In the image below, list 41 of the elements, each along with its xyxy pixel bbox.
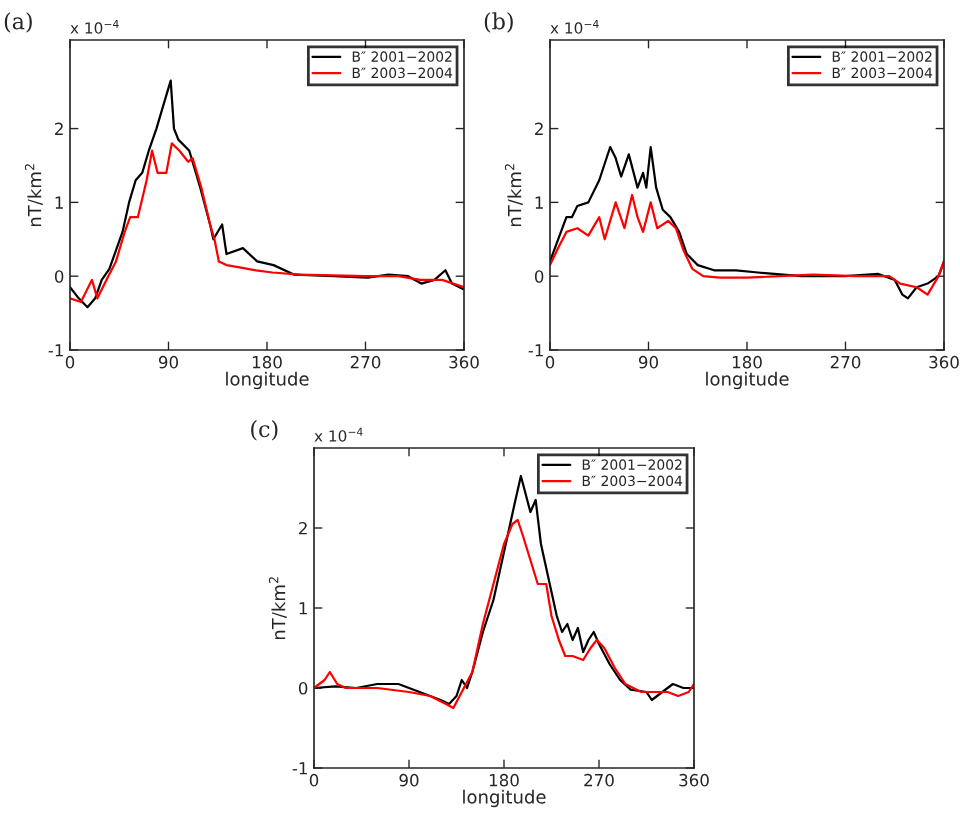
y-tick-label: 0 (298, 681, 308, 695)
y-axis-title: nT/km$^{2}$ (504, 164, 523, 227)
y-tick-label: -1 (528, 344, 543, 357)
x-tick-label: 180 (732, 355, 762, 369)
x-tick-label: 90 (158, 355, 178, 369)
y-axis-title: nT/km$^{2}$ (24, 164, 43, 227)
x-axis-title: longitude (463, 789, 546, 808)
y-axis-title: nT/km$^{2}$ (268, 577, 287, 640)
y-tick-label: 2 (535, 122, 543, 135)
x-tick-label: 0 (309, 773, 319, 787)
x-tick-label: 0 (545, 355, 555, 369)
x-tick-label: 90 (638, 355, 658, 369)
y-tick-label: 1 (299, 602, 307, 615)
y-tick-label: 1 (55, 196, 63, 209)
y-tick-label: 1 (535, 196, 543, 209)
x-tick-label: 180 (252, 355, 282, 369)
y-tick-label: 0 (534, 270, 544, 283)
x-axis-title: longitude (706, 371, 789, 390)
chart-title: (c) (251, 420, 278, 441)
x-tick-label: 270 (350, 355, 381, 369)
x-tick-label: 360 (449, 355, 479, 369)
chart-title: (b) (484, 12, 513, 33)
x-tick-label: 270 (830, 355, 861, 369)
y-tick-label: 2 (299, 521, 307, 535)
x-tick-label: 360 (929, 355, 959, 369)
y-tick-label: 2 (55, 122, 63, 135)
line-series (70, 142, 464, 304)
y-tick-label: -1 (48, 344, 63, 357)
x-tick-label: 360 (679, 773, 709, 787)
y-tick-label: 0 (54, 270, 64, 283)
line-series (314, 474, 694, 706)
x-tick-label: 0 (65, 355, 75, 369)
x-axis-title: longitude (226, 371, 309, 390)
line-series (550, 193, 944, 296)
x-tick-label: 270 (584, 773, 614, 787)
y-tick-label: -1 (292, 762, 307, 775)
line-series (314, 518, 694, 710)
x-tick-label: 180 (489, 773, 519, 787)
chart-title: (a) (4, 12, 32, 33)
x-tick-label: 90 (399, 773, 419, 787)
line-series (70, 79, 464, 309)
